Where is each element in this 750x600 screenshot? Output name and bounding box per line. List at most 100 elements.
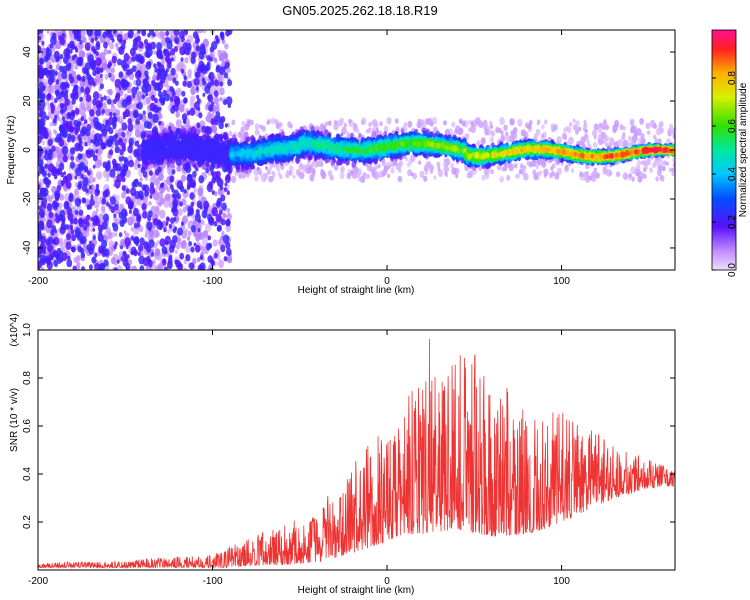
spectrogram-cell <box>211 125 218 134</box>
spectrogram-cell <box>144 233 148 238</box>
spectrogram-cell <box>139 265 145 270</box>
spectrogram-cell <box>77 121 82 127</box>
spectrogram-cell <box>197 228 201 233</box>
spectrogram-cell <box>201 165 205 170</box>
spectrogram-cell <box>223 256 228 262</box>
spectrogram-cell <box>87 54 95 64</box>
spectrogram-cell <box>139 177 143 182</box>
spectrogram-cell <box>227 79 233 87</box>
spectrogram-cell <box>55 79 60 85</box>
spectrogram-cell <box>508 163 514 172</box>
spectrogram-cell <box>377 163 381 169</box>
spectrogram-cell <box>598 122 603 129</box>
spectrogram-cell <box>654 138 659 145</box>
spectrogram-cell <box>39 244 43 250</box>
spectrogram-cell <box>92 164 96 169</box>
spectrogram-cell <box>204 84 211 94</box>
spectrogram-cell <box>228 130 233 137</box>
spectrogram-cell <box>102 190 109 199</box>
spectrogram-cell <box>66 206 73 215</box>
spectrogram-cell <box>42 249 47 255</box>
spectrogram-cell <box>190 126 197 136</box>
spectrogram-cell <box>476 140 481 147</box>
spectrogram-cell <box>249 169 252 174</box>
spectrogram-cell <box>56 91 62 100</box>
spectrogram-cell <box>52 118 57 124</box>
spectrogram-cell <box>169 96 174 102</box>
spectrogram-cell <box>113 245 117 250</box>
spectrogram-cell <box>119 38 123 44</box>
spectrogram-cell <box>103 41 108 49</box>
spectrogram-cell <box>156 221 163 230</box>
spectrogram-cell <box>189 149 193 154</box>
spectrogram-cell <box>451 121 456 128</box>
spectrogram-cell <box>182 80 187 87</box>
spectrogram-cell <box>68 73 73 80</box>
spectrogram-cell <box>490 130 496 137</box>
spectrogram-cell <box>405 157 409 162</box>
spectrogram-cell <box>153 49 157 55</box>
spectrogram-cell <box>93 215 99 224</box>
spectrogram-cell <box>51 225 57 232</box>
spectrogram-cell <box>213 136 219 145</box>
spectrogram-cell <box>102 170 109 179</box>
spectrogram-cell <box>80 86 85 93</box>
spectrogram-cell <box>190 87 196 95</box>
spectrogram-cell <box>254 123 260 131</box>
spectrogram-cell <box>178 30 185 39</box>
spectrogram-cell <box>207 235 211 241</box>
spectrogram-cell <box>41 140 46 146</box>
spectrogram-cell <box>179 185 185 193</box>
spectrogram-cell <box>216 64 220 71</box>
spectrogram-cell <box>543 119 548 125</box>
spectrogram-cell <box>124 237 131 247</box>
spectrogram-cell <box>197 106 201 112</box>
spectrogram-cell <box>172 207 179 217</box>
spectrogram-cell <box>215 200 221 208</box>
spectrogram-cell <box>289 123 293 129</box>
spectrogram-cell <box>127 87 132 94</box>
spectrogram-cell <box>39 132 45 140</box>
spectrogram-cell <box>523 173 529 181</box>
spectrogram-cell <box>39 57 45 65</box>
spectrogram-cell <box>165 55 170 63</box>
spectrogram-cell <box>227 30 233 35</box>
spectrogram-cell <box>164 93 170 102</box>
spectrogram-cell <box>292 174 296 179</box>
spectrogram-cell <box>114 232 118 237</box>
spectrogram-cell <box>207 94 211 100</box>
spectrogram-cell <box>54 70 58 76</box>
spectrogram-cell <box>204 125 210 134</box>
spectrogram-cell <box>127 123 134 132</box>
spectrogram-cell <box>81 75 86 83</box>
spectrogram-cell <box>608 170 613 176</box>
spectrogram-cell <box>240 126 245 132</box>
spectrogram-cell <box>169 86 174 93</box>
spectrogram-cell <box>455 173 459 179</box>
spectrogram-cell <box>72 265 77 270</box>
spectrogram-cell <box>128 68 134 75</box>
spectrogram-cell <box>213 252 218 259</box>
spectrogram-cell <box>203 149 208 155</box>
spectrogram-cell <box>67 255 71 261</box>
spectrogram-cell <box>640 137 646 145</box>
spectrogram-cell <box>520 129 526 137</box>
spectrogram-cell <box>141 30 147 37</box>
spectrogram-cell <box>193 141 198 147</box>
spectrogram-cell <box>381 171 386 177</box>
spectrogram-cell <box>97 69 101 75</box>
spectrogram-cell <box>125 63 130 69</box>
spectrogram-cell <box>163 227 167 233</box>
spectrogram-cell <box>88 185 93 190</box>
spectrogram-cell <box>276 123 280 129</box>
spectrogram-cell <box>151 126 159 136</box>
spectrogram-cell <box>159 53 164 60</box>
spectrogram-cell <box>200 151 204 155</box>
spectrogram-cell <box>150 94 156 102</box>
spectrogram-cell <box>211 101 215 107</box>
spectrogram-cell <box>118 211 124 219</box>
spectrogram-cell <box>604 142 608 147</box>
spectrogram-cell <box>137 244 144 252</box>
spectrogram-cell <box>643 173 647 179</box>
spectrogram-cell <box>137 251 141 256</box>
